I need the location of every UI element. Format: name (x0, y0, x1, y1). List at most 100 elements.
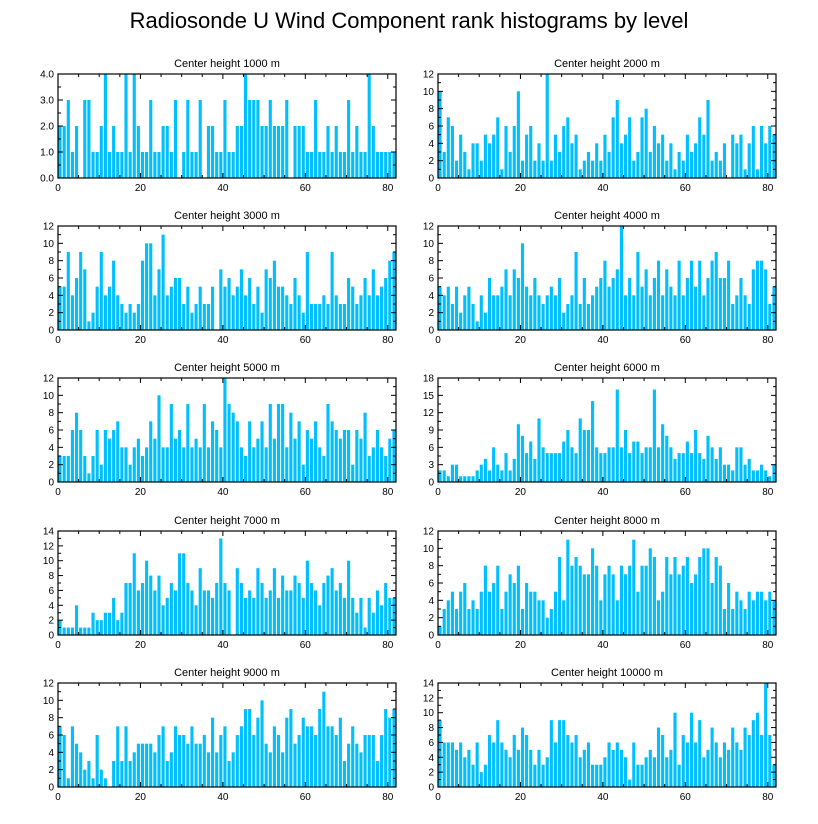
histogram-bar (731, 134, 735, 178)
histogram-bar (492, 583, 496, 635)
y-tick-label: 6 (48, 731, 54, 742)
histogram-bar (120, 761, 124, 787)
histogram-bar (607, 286, 611, 330)
histogram-bar (297, 735, 301, 787)
histogram-bar (95, 735, 99, 787)
histogram-bar (235, 735, 239, 787)
histogram-bar (264, 447, 268, 482)
y-tick-label: 0 (48, 631, 54, 642)
histogram-bar (508, 295, 512, 330)
y-tick-label: 0 (428, 783, 434, 794)
histogram-bar (446, 286, 450, 330)
panel-title: Center height 10000 m (551, 667, 663, 679)
histogram-bar (442, 295, 446, 330)
x-tick-label: 0 (55, 183, 61, 194)
histogram-bar (496, 295, 500, 330)
histogram-bar (652, 278, 656, 330)
histogram-panel: Center height 4000 m 0 20 40 60 80 0 2 4 6 8 10 12 (423, 210, 777, 346)
histogram-bar (120, 304, 124, 330)
histogram-bar (136, 304, 140, 330)
histogram-bar (351, 152, 355, 178)
histogram-panel: Center height 5000 m 0 20 40 60 80 0 2 4 6 8 10 12 (43, 362, 397, 498)
histogram-bar (289, 412, 293, 482)
histogram-bar (297, 421, 301, 482)
y-tick-label: 6 (428, 443, 434, 454)
histogram-bar (211, 717, 215, 787)
histogram-bar (268, 590, 272, 635)
histogram-bar (636, 152, 640, 178)
histogram-bar (541, 447, 545, 482)
x-tick-label: 40 (597, 792, 609, 803)
histogram-bar (95, 620, 99, 635)
y-tick-label: 6 (428, 738, 434, 749)
histogram-bar (747, 735, 751, 787)
y-tick-label: 12 (423, 527, 435, 538)
histogram-bar (239, 447, 243, 482)
histogram-bar (70, 295, 74, 330)
y-tick-label: 0 (48, 326, 54, 337)
histogram-bar (330, 252, 334, 330)
histogram-bar (652, 557, 656, 635)
histogram-bar (149, 743, 153, 787)
histogram-bar (252, 100, 256, 178)
histogram-bar (223, 726, 227, 787)
histogram-bar (607, 447, 611, 482)
histogram-bar (710, 727, 714, 787)
histogram-bar (70, 627, 74, 635)
histogram-bar (66, 252, 70, 330)
histogram-bar (586, 742, 591, 787)
histogram-bar (586, 152, 591, 178)
x-tick-label: 40 (597, 640, 609, 651)
histogram-bar (318, 152, 322, 178)
histogram-bar (755, 169, 760, 178)
histogram-bar (591, 295, 595, 330)
histogram-bar (347, 100, 351, 178)
histogram-bar (718, 447, 722, 482)
histogram-bar (764, 269, 768, 330)
histogram-bar (388, 152, 392, 178)
histogram-bar (747, 591, 751, 635)
histogram-bar (215, 583, 219, 635)
histogram-bar (595, 565, 599, 635)
histogram-bar (541, 304, 545, 330)
histogram-bar (178, 430, 182, 482)
histogram-bar (305, 560, 309, 635)
histogram-bar (450, 304, 454, 330)
histogram-bar (735, 591, 739, 635)
histogram-bar (66, 456, 70, 482)
y-tick-label: 8 (428, 104, 434, 115)
histogram-bar (227, 590, 231, 635)
histogram-bar (83, 100, 87, 178)
histogram-bar (169, 752, 173, 787)
x-tick-label: 60 (300, 183, 312, 194)
histogram-bar (161, 234, 165, 330)
x-tick-label: 20 (135, 335, 147, 346)
histogram-bar (264, 269, 268, 330)
histogram-bar (706, 548, 710, 635)
x-tick-label: 20 (515, 792, 527, 803)
y-tick-label: 15 (423, 391, 435, 402)
histogram-bar (607, 565, 611, 635)
histogram-bar (446, 742, 450, 787)
histogram-bar (731, 304, 735, 330)
histogram-bar (91, 456, 95, 482)
histogram-bar (334, 430, 338, 482)
y-tick-label: 14 (423, 679, 435, 690)
histogram-bar (322, 583, 326, 635)
histogram-bar (599, 160, 603, 178)
histogram-bar (309, 583, 314, 635)
histogram-bar (471, 600, 475, 635)
histogram-bar (342, 597, 347, 635)
x-tick-label: 20 (515, 487, 527, 498)
y-tick-label: 12 (423, 693, 435, 704)
x-tick-label: 80 (382, 792, 394, 803)
histogram-bar (359, 752, 363, 787)
histogram-bar (99, 126, 103, 178)
histogram-bar (95, 286, 99, 330)
histogram-bar (553, 134, 558, 178)
histogram-bar (454, 286, 459, 330)
histogram-bar (215, 752, 219, 787)
histogram-bar (459, 742, 463, 787)
histogram-bar (619, 447, 623, 482)
histogram-bar (243, 295, 248, 330)
